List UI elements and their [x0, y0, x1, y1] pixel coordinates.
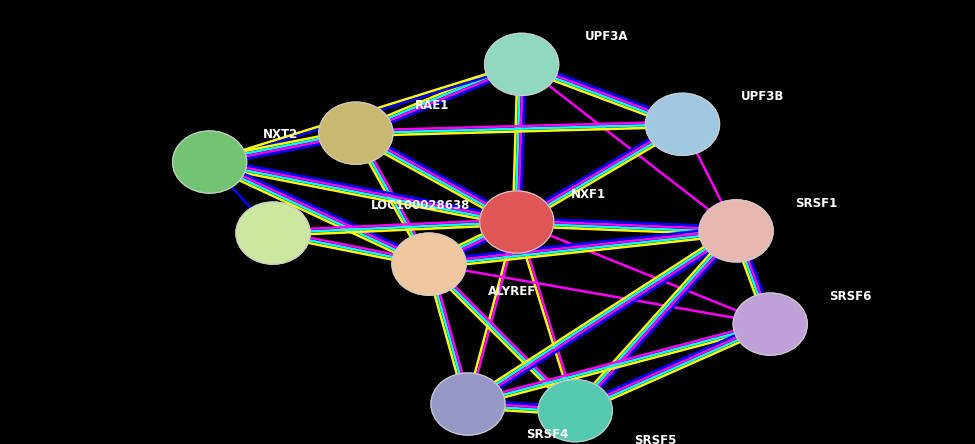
Ellipse shape [485, 33, 559, 95]
Text: UPF3A: UPF3A [585, 30, 629, 44]
Text: NXT2: NXT2 [263, 128, 298, 141]
Text: SRSF6: SRSF6 [829, 290, 871, 303]
Text: UPF3B: UPF3B [741, 90, 784, 103]
Ellipse shape [173, 131, 247, 193]
Ellipse shape [645, 93, 720, 155]
Text: LOC100028638: LOC100028638 [370, 199, 470, 212]
Ellipse shape [236, 202, 310, 264]
Ellipse shape [699, 200, 773, 262]
Ellipse shape [319, 102, 393, 164]
Text: RAE1: RAE1 [414, 99, 448, 112]
Ellipse shape [392, 233, 466, 295]
Text: NXF1: NXF1 [570, 188, 605, 201]
Ellipse shape [480, 191, 554, 253]
Text: SRSF4: SRSF4 [526, 428, 568, 441]
Ellipse shape [431, 373, 505, 435]
Ellipse shape [733, 293, 807, 355]
Text: ALYREF: ALYREF [488, 285, 535, 298]
Ellipse shape [538, 380, 612, 442]
Text: SRSF1: SRSF1 [795, 197, 837, 210]
Text: SRSF5: SRSF5 [634, 434, 676, 444]
